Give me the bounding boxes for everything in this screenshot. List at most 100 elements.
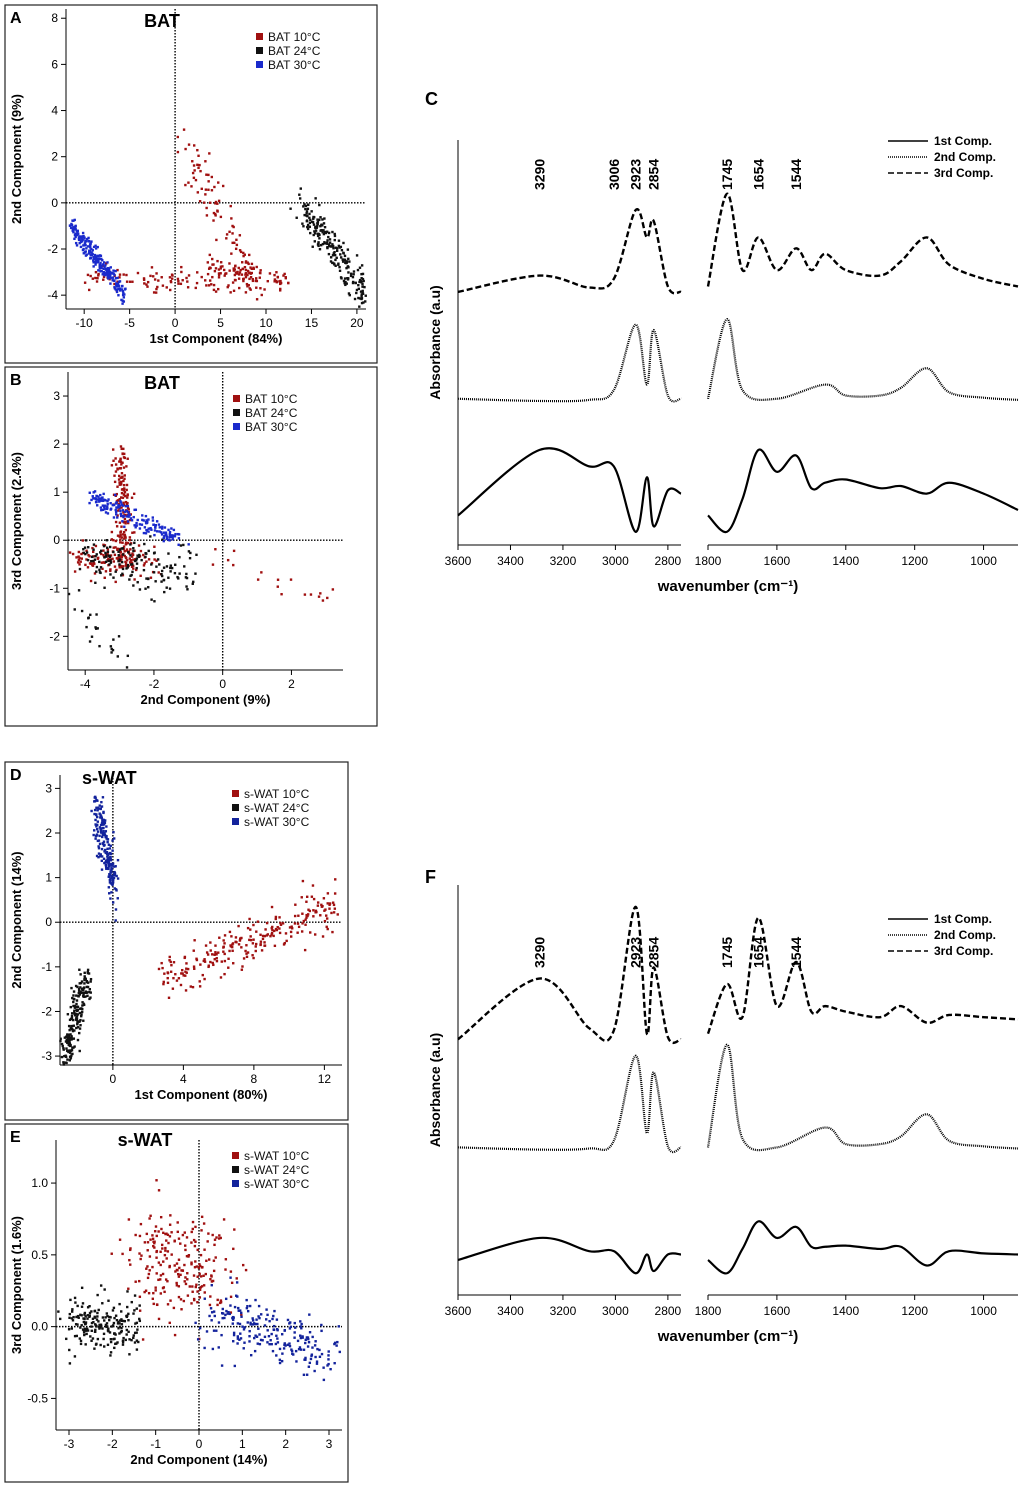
data-point [102,505,106,508]
data-point [79,990,82,993]
x-tick-label: 1600 [764,554,791,568]
data-point [94,270,98,274]
data-point [304,204,308,208]
data-point [75,999,79,1002]
data-point [302,205,305,208]
data-point [296,931,299,934]
data-point [222,946,225,949]
data-point [323,241,326,244]
data-point [134,1233,137,1237]
data-point [204,1272,207,1276]
data-point [153,529,157,532]
panel-frame [4,761,349,1121]
data-point [230,217,233,220]
data-point [238,1322,242,1326]
data-point [305,211,308,215]
data-point [77,238,81,241]
data-point [93,1309,97,1313]
data-point [108,859,111,862]
data-point [114,1333,117,1336]
data-point [141,1338,145,1341]
data-point [286,1343,290,1346]
data-point [133,1341,137,1344]
data-point [102,833,105,836]
data-point [248,1340,251,1343]
legend-label: BAT 24°C [268,44,321,58]
panel-title: s-WAT [118,1130,173,1150]
data-point [107,1299,110,1302]
data-point [239,250,243,254]
data-point [77,236,81,240]
data-point [102,857,106,861]
data-point [82,252,86,255]
data-point [280,1333,284,1336]
data-point [341,260,345,263]
data-point [306,207,310,211]
data-point [211,1347,215,1351]
data-point [105,825,108,828]
data-point [118,558,122,561]
data-point [313,232,317,235]
data-point [360,297,363,301]
data-point [215,1329,218,1332]
data-point [68,1028,71,1032]
data-point [168,955,171,959]
data-point [292,1353,295,1356]
data-point [135,1321,139,1325]
data-point [215,238,218,242]
data-point [202,959,205,963]
data-point [88,1311,92,1315]
data-point [171,535,174,539]
data-point [168,959,171,962]
data-point [136,518,139,522]
data-point [190,1263,193,1266]
data-point [290,935,293,938]
data-point [265,921,269,925]
data-point [120,298,123,302]
data-point [99,566,103,569]
data-point [215,959,219,963]
data-point [260,571,263,574]
data-point [160,1227,163,1231]
data-point [68,1362,72,1365]
data-point [147,530,150,533]
data-point [138,527,142,530]
data-point [312,909,315,912]
data-point [120,1318,123,1321]
data-point [121,293,125,297]
data-point [100,552,103,556]
data-point [200,187,203,191]
data-point [155,1303,159,1306]
data-point [321,904,324,908]
data-point [90,1310,93,1313]
data-point [75,1015,79,1018]
data-point [203,960,207,963]
data-point [93,800,96,803]
data-point [155,272,158,275]
data-point [101,1316,105,1319]
data-point [91,563,94,566]
data-point [85,979,89,983]
data-point [157,1230,160,1233]
data-point [72,230,75,234]
data-point [213,1243,216,1247]
data-point [71,227,75,231]
data-point [74,1012,78,1016]
data-point [260,949,264,952]
data-point [99,1323,103,1326]
data-point [120,558,123,561]
data-point [67,1050,70,1054]
data-point [96,830,100,833]
data-point [159,1250,162,1253]
data-point [75,994,78,997]
data-point [195,1265,198,1268]
data-point [75,1315,78,1319]
data-point [261,937,265,941]
data-point [238,249,242,252]
data-point [90,247,93,251]
data-point [229,1311,233,1314]
data-point [307,1337,310,1341]
data-point [102,261,106,264]
panel-label-B: B [10,372,22,389]
